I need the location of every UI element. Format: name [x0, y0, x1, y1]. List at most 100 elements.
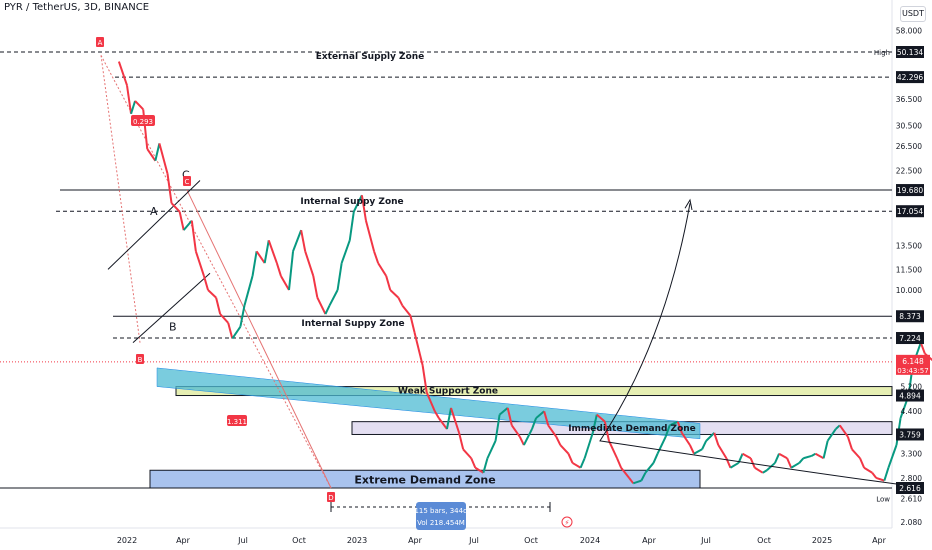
y-tick-label: 11.500	[896, 265, 922, 274]
price-candle	[591, 414, 598, 434]
price-candle	[535, 410, 545, 419]
price-candle	[267, 240, 278, 264]
price-candle	[689, 444, 695, 455]
x-tick-label: Apr	[176, 536, 191, 545]
price-candle	[190, 220, 197, 252]
weak-support-zone	[175, 386, 893, 397]
range-box-bg	[416, 502, 466, 530]
lightning-icon	[561, 516, 573, 528]
price-candle	[547, 424, 558, 438]
zone-label-external-supply: External Supply Zone	[316, 52, 425, 62]
x-tick-label: Apr	[872, 536, 887, 545]
price-candle	[559, 444, 570, 455]
price-candle	[340, 240, 351, 264]
price-candle	[803, 454, 812, 460]
price-candle	[701, 440, 708, 450]
price-candle	[822, 440, 829, 459]
price-candle	[474, 466, 484, 474]
y-tick-label: 36.500	[896, 95, 922, 104]
price-candle	[231, 326, 242, 340]
price-candle	[583, 432, 594, 459]
symbol-title[interactable]: PYR / TetherUS, 3D, BINANCE	[4, 2, 150, 13]
zone-label-immediate-demand: Immediate Demand Zone	[568, 424, 696, 434]
price-candle	[202, 275, 209, 291]
price-candle	[826, 428, 837, 442]
price-candle	[470, 457, 477, 469]
price-candle	[693, 448, 703, 455]
price-candle	[445, 407, 452, 430]
price-candle	[134, 100, 144, 111]
price-candle	[567, 453, 574, 464]
price-candle	[543, 410, 550, 426]
channel-bottom	[132, 272, 211, 344]
price-candle	[126, 85, 133, 114]
y-tick-label: 10.000	[896, 286, 922, 295]
pattern-label-b: B	[169, 321, 177, 334]
y-tick-label: 5.200	[901, 383, 923, 392]
price-candle	[170, 202, 181, 213]
price-candle	[810, 452, 816, 457]
x-tick-label: Jul	[700, 536, 711, 545]
y-tick-label: 26.500	[896, 142, 922, 151]
price-candle	[919, 342, 926, 354]
price-candle	[377, 262, 388, 277]
price-candle	[251, 251, 258, 277]
price-candle	[705, 432, 715, 442]
low-value: 2.610	[901, 494, 923, 503]
price-candle	[482, 457, 489, 474]
price-candle	[846, 436, 853, 450]
fib-line-cd	[186, 189, 332, 489]
price-candle	[616, 457, 623, 469]
price-candle	[863, 466, 873, 474]
price-candle	[774, 453, 780, 464]
y-tick-label: 58.000	[896, 26, 922, 35]
price-candle	[486, 440, 497, 459]
pattern-label-a-top: A	[150, 205, 158, 218]
price-candle	[462, 448, 472, 459]
price-candle	[336, 262, 343, 291]
price-candle	[681, 432, 691, 446]
price-candle	[154, 143, 161, 161]
currency-button[interactable]: USDT	[900, 6, 926, 22]
price-tag: 7.224	[899, 334, 921, 343]
price-candle	[458, 432, 465, 450]
price-candle	[389, 289, 400, 299]
price-tag-bg	[896, 71, 924, 84]
price-tag: 8.373	[899, 312, 921, 321]
price-candle	[596, 413, 606, 423]
price-candle	[207, 289, 217, 299]
high-label: High	[874, 49, 890, 57]
price-candle	[385, 275, 392, 291]
price-tag: 50.134	[897, 48, 923, 57]
price-candle	[433, 410, 440, 419]
price-candle	[579, 457, 586, 469]
price-candle	[158, 143, 169, 174]
y-tick-label: 2.080	[901, 518, 923, 527]
price-candle	[178, 211, 185, 231]
price-candle	[851, 448, 861, 459]
marker-a: A	[98, 39, 103, 47]
price-candle	[348, 211, 355, 241]
current-price-timer: 03:43:57	[897, 367, 928, 375]
current-price-tag: 6.148	[902, 357, 924, 366]
price-candle	[571, 462, 582, 469]
price-candle	[632, 479, 642, 485]
price-candle	[130, 100, 137, 115]
price-candle	[438, 417, 448, 430]
price-candle	[555, 436, 562, 446]
zone-label-internal-supply-upper: Internal Suppy Zone	[300, 197, 403, 207]
price-candle	[652, 453, 659, 464]
price-candle	[742, 452, 752, 460]
price-candle	[239, 305, 246, 327]
price-candle	[364, 220, 376, 252]
price-candle	[194, 250, 205, 277]
price-tag-bg	[896, 184, 924, 197]
price-candle	[883, 467, 890, 481]
price-candle	[717, 444, 728, 459]
y-tick-label: 3.300	[901, 450, 923, 459]
price-candle	[762, 469, 768, 474]
price-candle	[838, 424, 849, 438]
price-candle	[608, 440, 618, 459]
